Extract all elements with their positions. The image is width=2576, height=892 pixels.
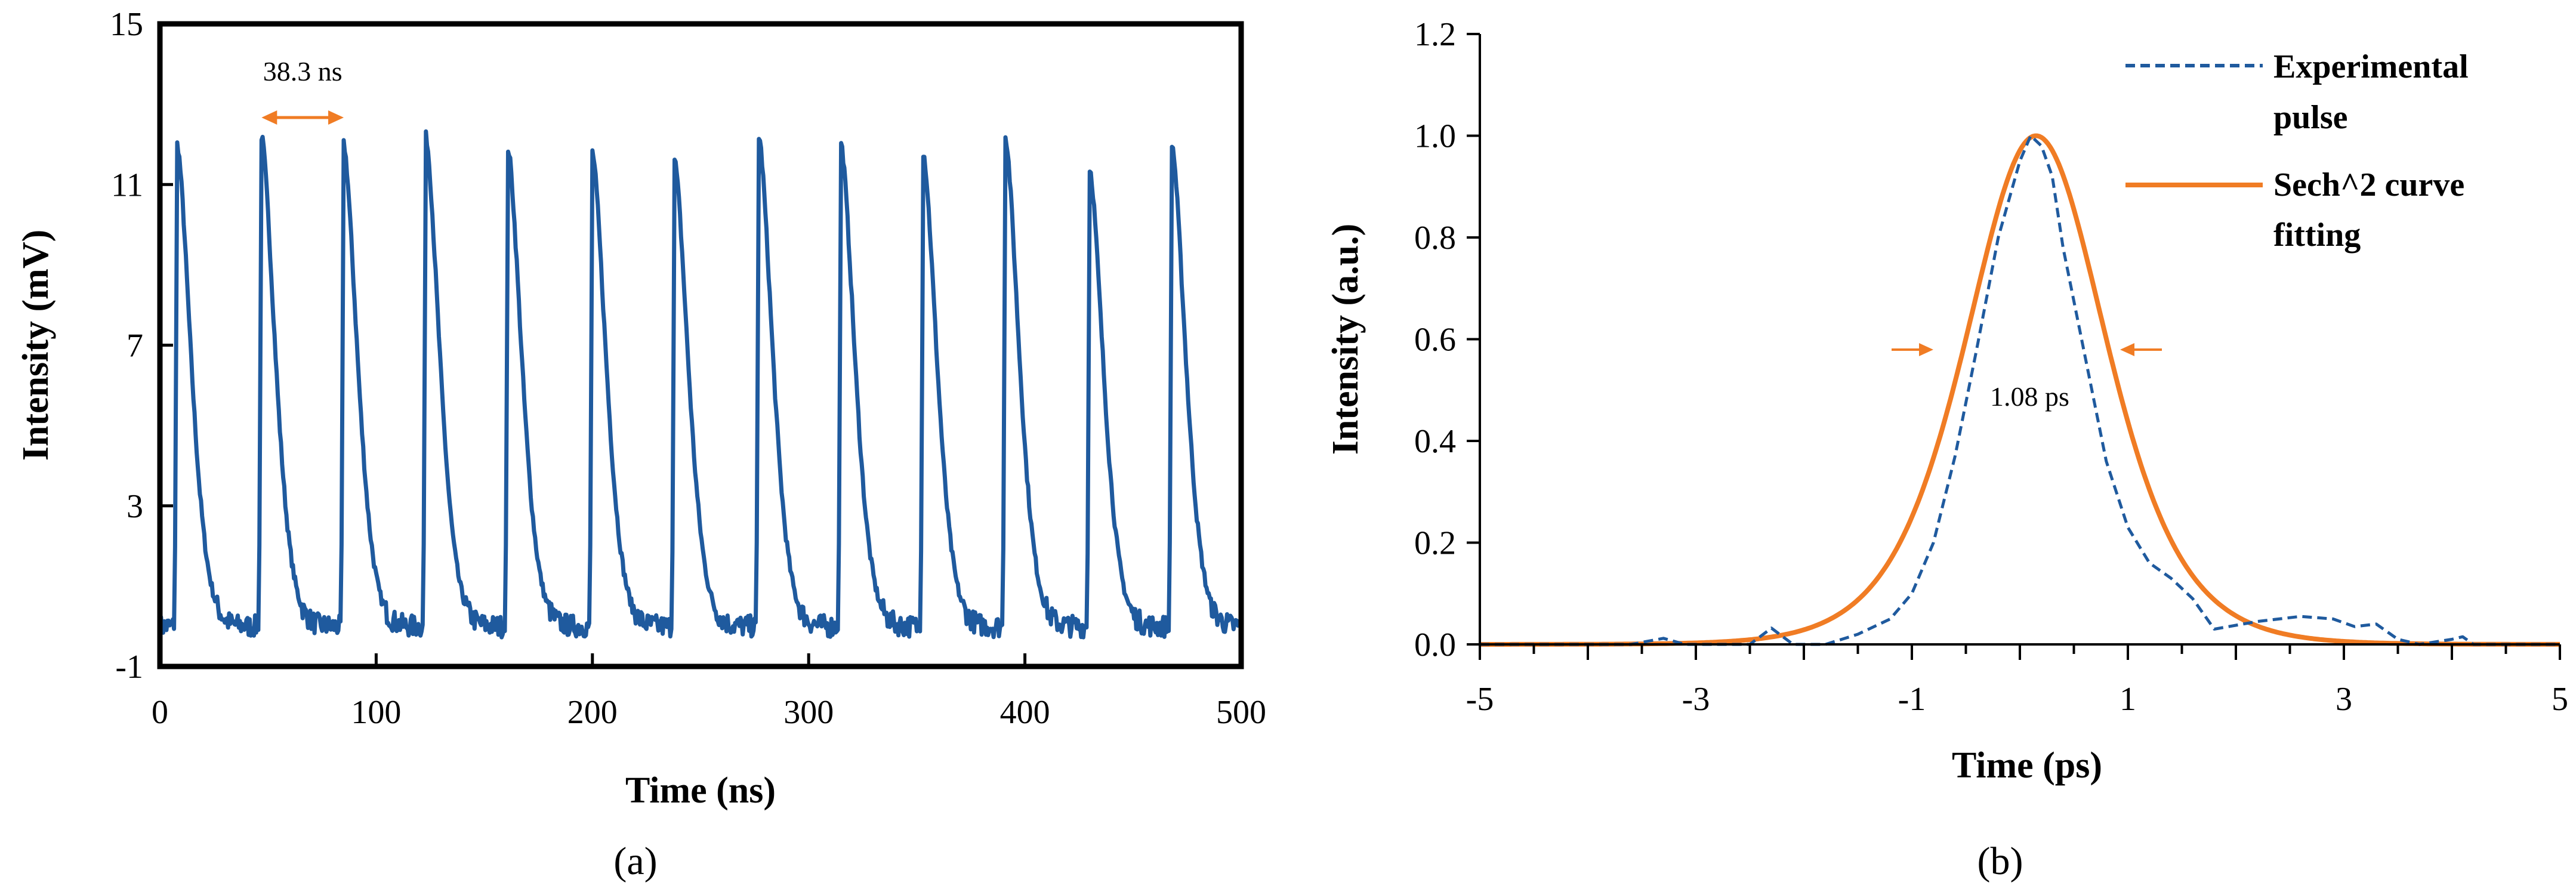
panel-a-chart: -1 3 7 11 15 0 100 200 300 400 500 38.3 ns Time (n… [16, 6, 1266, 883]
panel-b-ticks: 0.0 0.2 0.4 0.6 0.8 1.0 1.2 -5 -3 -1 1 3 5 [1414, 16, 2568, 718]
panel-b-fwhm-label: 1.08 ps [1990, 381, 2069, 412]
legend-experimental-label-line2: pulse [2273, 99, 2348, 136]
panel-a-ticks: -1 3 7 11 15 0 100 200 300 400 500 [110, 6, 1266, 731]
panel-b-axes [1479, 34, 2560, 646]
panel-b-y-tick-label: 0.4 [1414, 423, 1456, 460]
legend-fit-label-line2: fitting [2273, 217, 2361, 254]
panel-a-x-tick-label: 400 [1000, 694, 1050, 731]
panel-b-fwhm-arrowhead-left [1919, 343, 1933, 356]
panel-b-y-tick-label: 0.0 [1414, 626, 1456, 663]
panel-a-y-tick-label: 3 [127, 488, 143, 525]
panel-b-y-tick-label: 0.8 [1414, 220, 1456, 257]
panel-b-x-tick-label: 3 [2336, 681, 2352, 718]
panel-a-annotation: 38.3 ns [261, 56, 344, 125]
legend-fit-label-line1: Sech^2 curve [2273, 166, 2464, 203]
panel-a-y-tick-label: 7 [127, 328, 143, 365]
panel-b-y-axis-label: Intensity (a.u.) [1325, 224, 1366, 455]
panel-a-x-tick-label: 200 [567, 694, 618, 731]
panel-a-pulse-train-line [158, 129, 1244, 640]
panel-b-x-tick-label: 1 [2120, 681, 2136, 718]
panel-a-period-label: 38.3 ns [263, 56, 343, 87]
panel-b-x-tick-label: -3 [1682, 681, 1710, 718]
panel-a-trace-layer [158, 129, 1244, 640]
panel-a-x-tick-label: 500 [1216, 694, 1266, 731]
panel-a-caption: (a) [613, 839, 657, 883]
panel-a-x-tick-label: 300 [783, 694, 834, 731]
legend-experimental-label-line1: Experimental [2273, 48, 2469, 85]
panel-a-y-tick-label: 11 [111, 166, 143, 203]
panel-b-legend: Experimental pulse Sech^2 curve fitting [2125, 48, 2469, 254]
panel-a-x-tick-label: 100 [351, 694, 401, 731]
panel-b-x-tick-label: 5 [2552, 681, 2568, 718]
panel-a-arrowhead-right [328, 110, 344, 125]
panel-b-x-axis-label: Time (ps) [1952, 745, 2102, 786]
panel-a-x-tick-label: 0 [152, 694, 168, 731]
panel-b-annotation: 1.08 ps [1892, 343, 2162, 412]
panel-b-y-tick-label: 1.2 [1414, 16, 1456, 53]
panel-a-arrowhead-left [261, 110, 277, 125]
panel-b-y-tick-label: 0.6 [1414, 322, 1456, 359]
panel-b-caption: (b) [1977, 839, 2023, 883]
panel-a-y-axis-label: Intensity (mV) [16, 230, 56, 461]
panel-b-x-tick-label: -1 [1898, 681, 1926, 718]
panel-a-y-tick-label: -1 [115, 649, 143, 686]
panel-b-fwhm-arrowhead-right [2120, 343, 2134, 356]
panel-b-y-tick-label: 0.2 [1414, 525, 1456, 562]
panel-b-x-tick-label: -5 [1466, 681, 1494, 718]
panel-a-y-tick-label: 15 [110, 6, 143, 43]
panel-b-chart: 0.0 0.2 0.4 0.6 0.8 1.0 1.2 -5 -3 -1 1 3 5 1.08 ps E… [1325, 16, 2568, 883]
panel-b-y-tick-label: 1.0 [1414, 118, 1456, 155]
panel-a-plot-frame [157, 21, 1244, 669]
panel-a-x-axis-label: Time (ns) [625, 770, 776, 811]
